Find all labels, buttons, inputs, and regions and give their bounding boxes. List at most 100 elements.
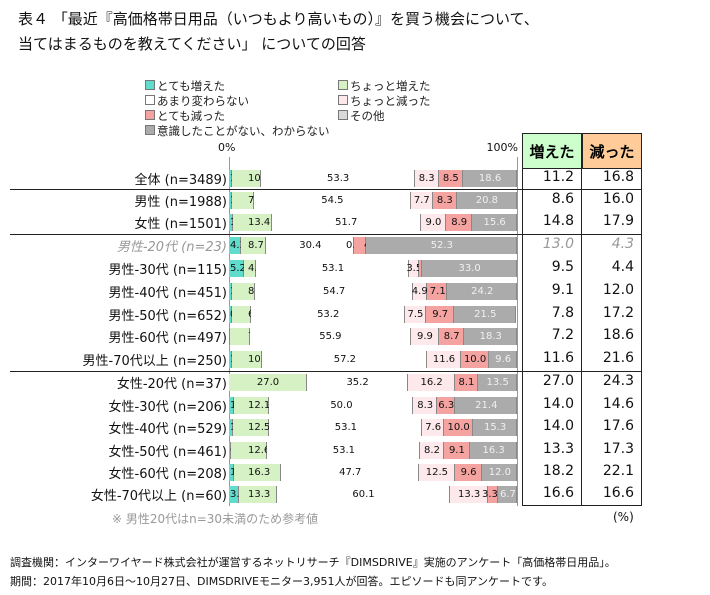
bar-segment: [464, 328, 517, 345]
table-header: 増えた: [522, 133, 582, 169]
bar-value-label: 3.3: [230, 486, 246, 503]
legend-item: とても増えた: [145, 79, 225, 93]
bar-value-label: 5.2: [230, 263, 246, 274]
table-header: 減った: [582, 133, 642, 169]
bar-segment: [251, 306, 405, 323]
bar-value-label: 16.2: [420, 377, 443, 388]
footer-line-1: 調査機関：インターワイヤード株式会社が運営するネットリサーチ『DIMSDRIVE…: [10, 556, 616, 569]
bar-value-label: 9.0: [425, 217, 442, 228]
bar-segment: [353, 237, 367, 254]
bar-segment: [420, 214, 447, 231]
bar-segment: [409, 260, 420, 277]
bar-value-label: 51.7: [335, 217, 358, 228]
bar-segment: [412, 283, 427, 300]
legend-swatch: [145, 80, 155, 90]
bar-segment: [229, 306, 232, 323]
bar-segment: [276, 486, 450, 503]
bar-segment: [489, 351, 517, 368]
bar-value-label: 12.0: [488, 467, 511, 478]
bar-value-label: 3.5: [406, 263, 423, 274]
table-cell-decreased: 17.2: [602, 305, 634, 321]
legend-label: ちょっと減った: [350, 94, 431, 108]
bar-segment: [231, 306, 252, 323]
bar-value-label: 21.5: [474, 309, 497, 320]
bar-value-label: 53.1: [321, 263, 345, 274]
table-cell-decreased: 17.3: [602, 441, 634, 457]
legend-label: ちょっと増えた: [350, 79, 431, 93]
table-cell-decreased: 14.6: [602, 396, 634, 412]
legend-label: あまり変わらない: [157, 94, 249, 108]
bar-segment: [229, 260, 244, 277]
bar-segment: [420, 442, 444, 459]
bar-segment: [454, 464, 483, 481]
bar-value-label: 12.5: [425, 467, 449, 478]
group-separator: [10, 189, 642, 190]
row-label: 男性-70代以上 (n=250): [82, 354, 227, 369]
legend-swatch: [145, 110, 155, 120]
bar-segment: [232, 192, 254, 209]
row-label: 男性-20代 (n=23): [116, 240, 227, 255]
axis-max-label: 100%: [486, 141, 518, 154]
row-label: 女性-30代 (n=206): [108, 400, 227, 415]
bar-segment: [449, 486, 489, 503]
bar-segment: [232, 170, 262, 187]
table-cell-increased: 14.0: [542, 418, 574, 434]
bar-segment: [404, 306, 427, 323]
bar-segment: [446, 214, 473, 231]
bar-value-label: 8.7: [248, 240, 264, 251]
bar-segment: [232, 351, 263, 368]
bar-segment: [454, 306, 517, 323]
bar-value-label: 16.3: [248, 467, 271, 478]
table-cell-increased: 11.2: [542, 169, 574, 185]
bar-segment: [410, 192, 433, 209]
bar-value-label: 8.1: [458, 377, 475, 388]
bar-value-label: 13.3: [458, 489, 481, 500]
bar-segment: [261, 170, 415, 187]
bar-value-label: 10.0: [447, 422, 470, 433]
bar-segment: [256, 260, 410, 277]
bar-value-label: 52.3: [430, 240, 453, 251]
bar-segment: [408, 374, 455, 391]
table-cell-increased: 8.6: [551, 191, 574, 207]
table-cell-increased: 13.3: [542, 441, 574, 457]
table-cell-decreased: 4.3: [611, 236, 634, 252]
bar-value-label: 54.7: [322, 286, 346, 297]
table-cell-decreased: 22.1: [602, 463, 634, 479]
bar-segment: [229, 442, 232, 459]
legend-label: とても減った: [157, 109, 226, 123]
bar-value-label: 35.2: [346, 377, 369, 388]
legend-label: とても増えた: [157, 79, 226, 93]
bar-value-label: 53.2: [317, 309, 340, 320]
bar-value-label: 8.9: [451, 217, 468, 228]
legend-item: 意識したことがない、わからない: [145, 124, 330, 138]
bar-segment: [253, 192, 411, 209]
table-cell-decreased: 24.3: [602, 373, 634, 389]
table-cell-increased: 11.6: [542, 350, 574, 366]
bar-value-label: 4.3: [248, 260, 264, 277]
bar-value-label: 7.6: [425, 422, 442, 433]
unit-label: (%): [613, 510, 634, 524]
row-label: 女性 (n=1501): [134, 217, 228, 232]
bar-segment: [269, 419, 423, 436]
bar-value-label: 9.6: [495, 354, 512, 365]
bar-segment: [267, 442, 421, 459]
bar-segment: [472, 214, 517, 231]
table-cell-decreased: 17.9: [602, 213, 634, 229]
row-label: 女性-60代 (n=208): [108, 467, 227, 482]
bar-segment: [243, 260, 257, 277]
bar-value-label: 24.2: [471, 286, 494, 297]
bar-segment: [229, 464, 235, 481]
row-label: 男性-50代 (n=652): [108, 309, 227, 324]
legend-item: あまり変わらない: [145, 94, 249, 108]
bar-segment: [266, 237, 354, 254]
bar-segment: [233, 214, 272, 231]
bar-segment: [271, 214, 421, 231]
bar-value-label: 13.5: [486, 377, 509, 388]
table-cell-decreased: 17.6: [602, 418, 634, 434]
bar-value-label: 8.3: [418, 173, 435, 184]
bar-segment: [232, 283, 256, 300]
bar-segment: [437, 397, 456, 414]
bar-value-label: 8.7: [443, 331, 460, 342]
bar-segment: [262, 351, 428, 368]
bar-value-label: 21.4: [475, 400, 498, 411]
